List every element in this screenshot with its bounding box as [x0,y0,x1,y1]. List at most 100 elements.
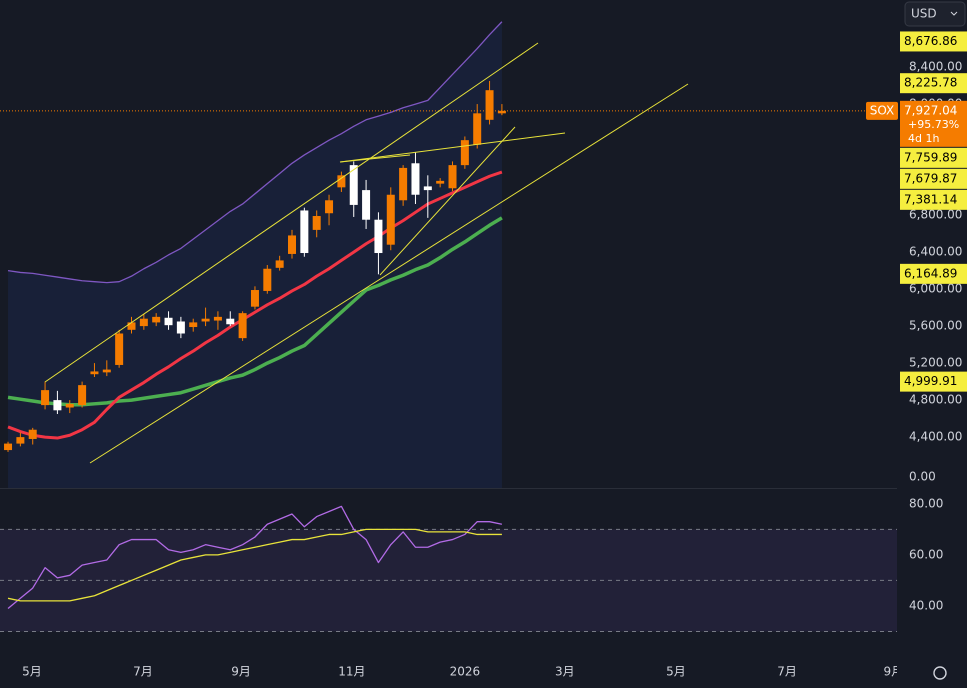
price-label: 6,164.89 [900,263,967,284]
chevron [950,11,958,16]
indicator-line [7,170,503,440]
candle-body [176,321,185,334]
candle-body [460,140,469,166]
candle-body [115,333,124,365]
y-tick-label: 5,600.00 [909,319,962,333]
x-tick-label: 5月 [22,665,42,679]
candle-body [139,318,148,327]
y-tick-label: 5,200.00 [909,356,962,370]
candle-body [386,194,395,245]
symbol-tag [866,101,898,120]
trend-line [44,42,539,383]
candle-body [436,180,445,184]
price-label-text: 8,676.86 [904,34,957,48]
rsi-tick-label: 40.00 [909,598,943,612]
price-label: 8,676.86 [900,31,967,52]
price-label: 8,225.78 [900,73,967,94]
price-label: 7,679.87 [900,168,967,189]
indicator-line [7,528,502,602]
price-label-box [900,147,967,168]
rsi-tick-label: 80.00 [909,496,943,510]
y-tick-label: 6,800.00 [909,208,962,222]
candle-body [362,190,371,220]
candle-body [189,322,198,328]
candle-body [65,403,74,408]
candle-body [473,113,482,145]
candle-body [41,390,50,406]
y-tick-label: 4,400.00 [909,430,962,444]
candle-body [78,385,87,406]
price-label-box [900,189,967,210]
candle-body [226,318,235,325]
candle-body [300,210,309,254]
candle-body [312,216,321,230]
candle-body [337,175,346,188]
volume-scale-label: 0.00 [909,470,936,484]
rsi-tick-label: 60.00 [909,547,943,561]
candle-body [399,167,408,201]
candle-body [448,165,457,189]
price-label-box [900,371,967,392]
y-tick-label: 8,400.00 [909,60,962,74]
price-label-box [900,100,967,147]
candle-body [201,318,210,322]
price-label: 4,999.91 [900,371,967,392]
candle-body [102,369,111,373]
candle-body [90,371,99,375]
candle-body [325,200,334,214]
x-tick-label: 5月 [666,665,686,679]
change: +95.73% [908,118,959,131]
x-tick-label: 2026 [450,665,481,679]
y-tick-label: 6,000.00 [909,282,962,296]
candle-body [411,163,420,195]
indicator-line [7,216,503,407]
candle-body [16,437,25,444]
y-tick-label: 4,800.00 [909,393,962,407]
symbol: SOX [870,103,895,117]
trend-line [89,83,689,464]
trend-line [379,126,516,276]
candle-body [28,429,37,439]
countdown: 4d 1h [908,132,939,145]
currency: USD [911,7,937,21]
candle-body [164,317,173,326]
x-tick-label: 9月 [883,665,903,679]
price-label-text: 7,381.14 [904,192,957,206]
trend-lines [44,42,689,464]
price-label-text: 4,999.91 [904,374,957,388]
candle-body [349,165,358,205]
candle-body [374,219,383,254]
x-tick-label: 3月 [555,665,575,679]
candle-body [485,90,494,120]
candle-body [127,322,136,330]
indicator-line [7,21,503,284]
price-label-text: 7,927.04 [904,103,957,117]
candle-body [250,290,259,307]
trend-line [339,154,411,163]
band-fill [8,21,502,488]
price-label-text: 7,679.87 [904,171,957,185]
candle-body [152,316,161,323]
price-label: 7,759.89 [900,147,967,168]
candle-body [263,268,272,291]
candle-body [4,443,13,451]
price-label-box [900,168,967,189]
candle-body [53,400,62,411]
overlay-layer [0,21,897,633]
time-axis [0,656,967,688]
currency-button[interactable] [904,1,966,27]
price-label-text: 7,759.89 [904,150,957,164]
price-label-box [900,263,967,284]
trend-line [339,132,566,163]
price-label-box [900,31,967,52]
current-price-label: 7,927.04+95.73%4d 1h SOX [866,100,967,147]
x-tick-label: 7月 [133,665,153,679]
x-tick-label: 11月 [338,665,365,679]
price-label-text: 8,225.78 [904,76,957,90]
x-tick-label: 7月 [777,665,797,679]
indicator-line [7,505,503,610]
settings-icon[interactable] [933,666,947,680]
candle-body [238,313,247,339]
